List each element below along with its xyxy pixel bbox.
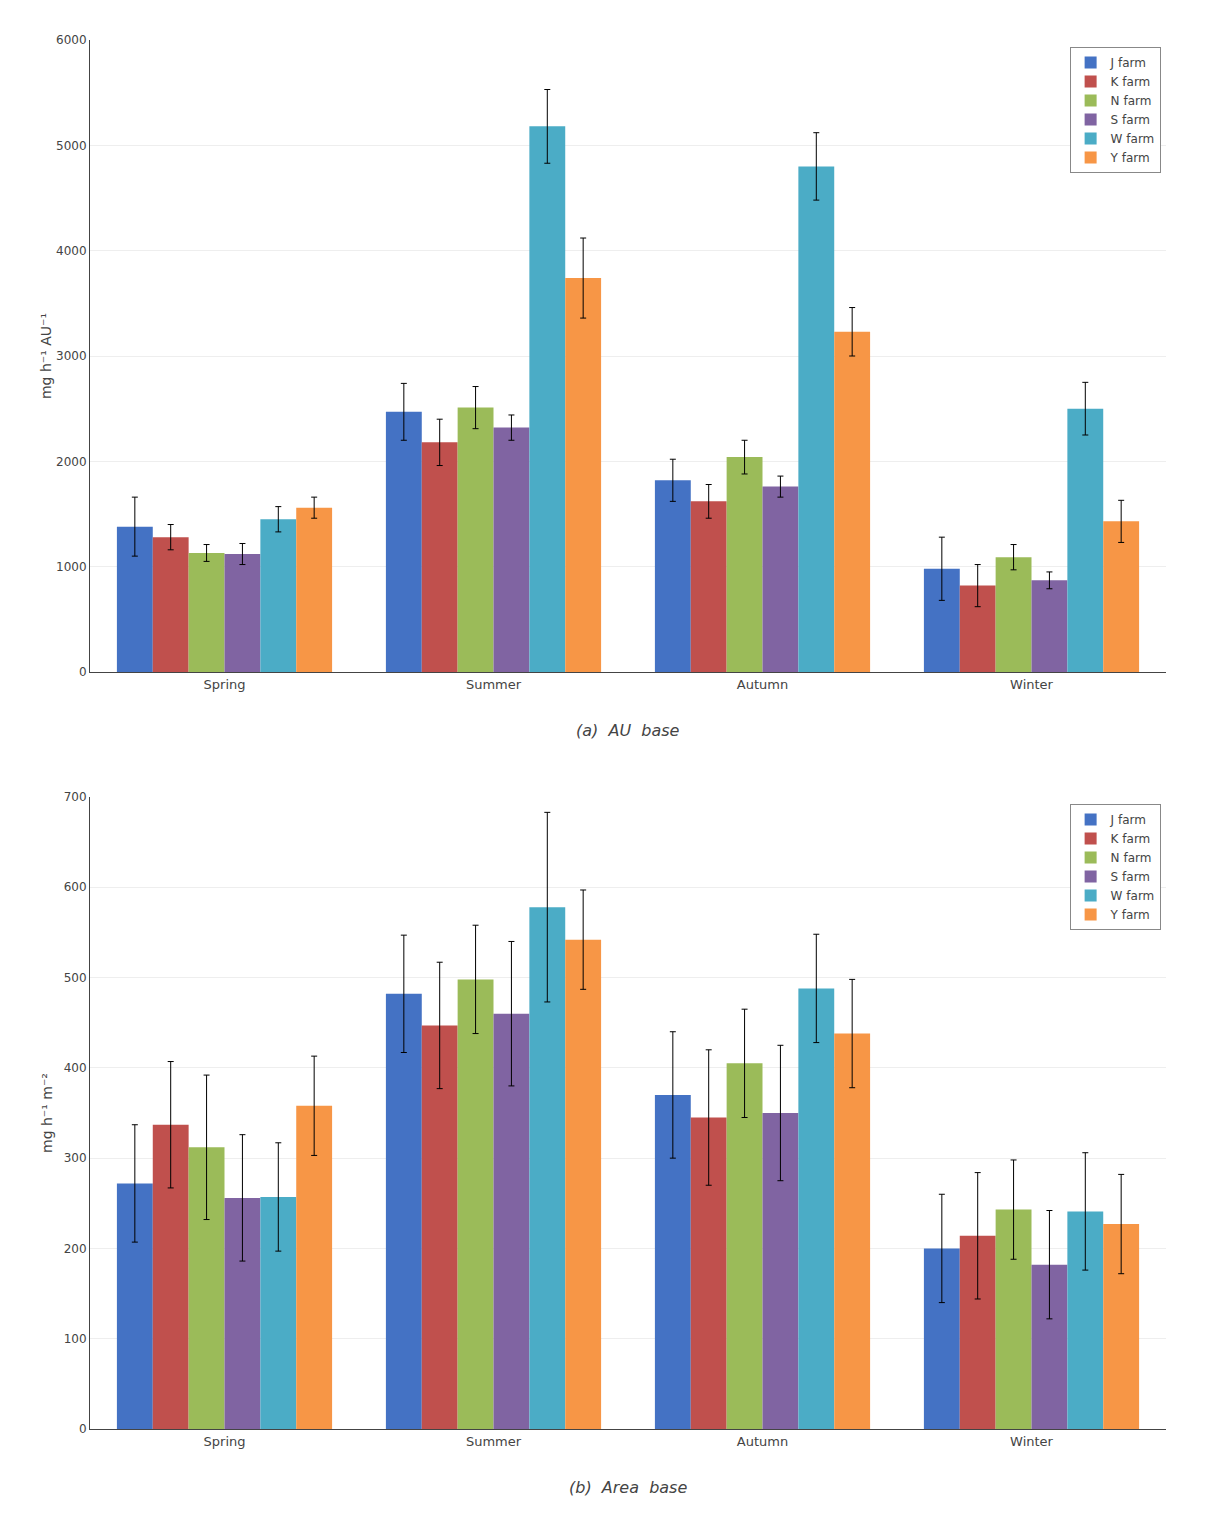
svg-text:Winter: Winter	[1010, 1434, 1054, 1449]
svg-text:S farm: S farm	[1111, 870, 1150, 884]
svg-text:Winter: Winter	[1010, 677, 1054, 692]
svg-text:0: 0	[79, 665, 87, 679]
svg-text:S farm: S farm	[1111, 113, 1150, 127]
svg-text:4000: 4000	[56, 244, 87, 258]
svg-text:Autumn: Autumn	[737, 1434, 788, 1449]
svg-text:W farm: W farm	[1111, 889, 1155, 903]
svg-text:100: 100	[64, 1332, 87, 1346]
svg-text:J farm: J farm	[1110, 813, 1146, 827]
svg-text:Autumn: Autumn	[737, 677, 788, 692]
svg-text:1000: 1000	[56, 560, 87, 574]
svg-text:5000: 5000	[56, 139, 87, 153]
svg-text:Summer: Summer	[466, 1434, 522, 1449]
svg-text:Spring: Spring	[204, 1434, 246, 1449]
svg-text:700: 700	[64, 790, 87, 804]
svg-text:2000: 2000	[56, 455, 87, 469]
svg-text:6000: 6000	[56, 33, 87, 47]
svg-text:N farm: N farm	[1111, 94, 1152, 108]
svg-text:400: 400	[64, 1061, 87, 1075]
svg-text:K farm: K farm	[1111, 832, 1151, 846]
svg-text:K farm: K farm	[1111, 75, 1151, 89]
svg-text:Y farm: Y farm	[1110, 908, 1150, 922]
svg-text:500: 500	[64, 971, 87, 985]
svg-text:(a) AU base: (a) AU base	[576, 721, 680, 740]
svg-text:0: 0	[79, 1422, 87, 1436]
svg-text:W farm: W farm	[1111, 132, 1155, 146]
svg-text:N farm: N farm	[1111, 851, 1152, 865]
svg-text:200: 200	[64, 1242, 87, 1256]
svg-text:mg h⁻¹ AU⁻¹: mg h⁻¹ AU⁻¹	[38, 313, 54, 399]
svg-text:(b) Area base: (b) Area base	[569, 1478, 687, 1497]
svg-text:Spring: Spring	[204, 677, 246, 692]
svg-text:mg h⁻¹ m⁻²: mg h⁻¹ m⁻²	[39, 1073, 55, 1153]
svg-text:300: 300	[64, 1151, 87, 1165]
svg-text:Y farm: Y farm	[1110, 151, 1150, 165]
svg-text:600: 600	[64, 880, 87, 894]
svg-text:Summer: Summer	[466, 677, 522, 692]
svg-text:J farm: J farm	[1110, 56, 1146, 70]
svg-text:3000: 3000	[56, 349, 87, 363]
